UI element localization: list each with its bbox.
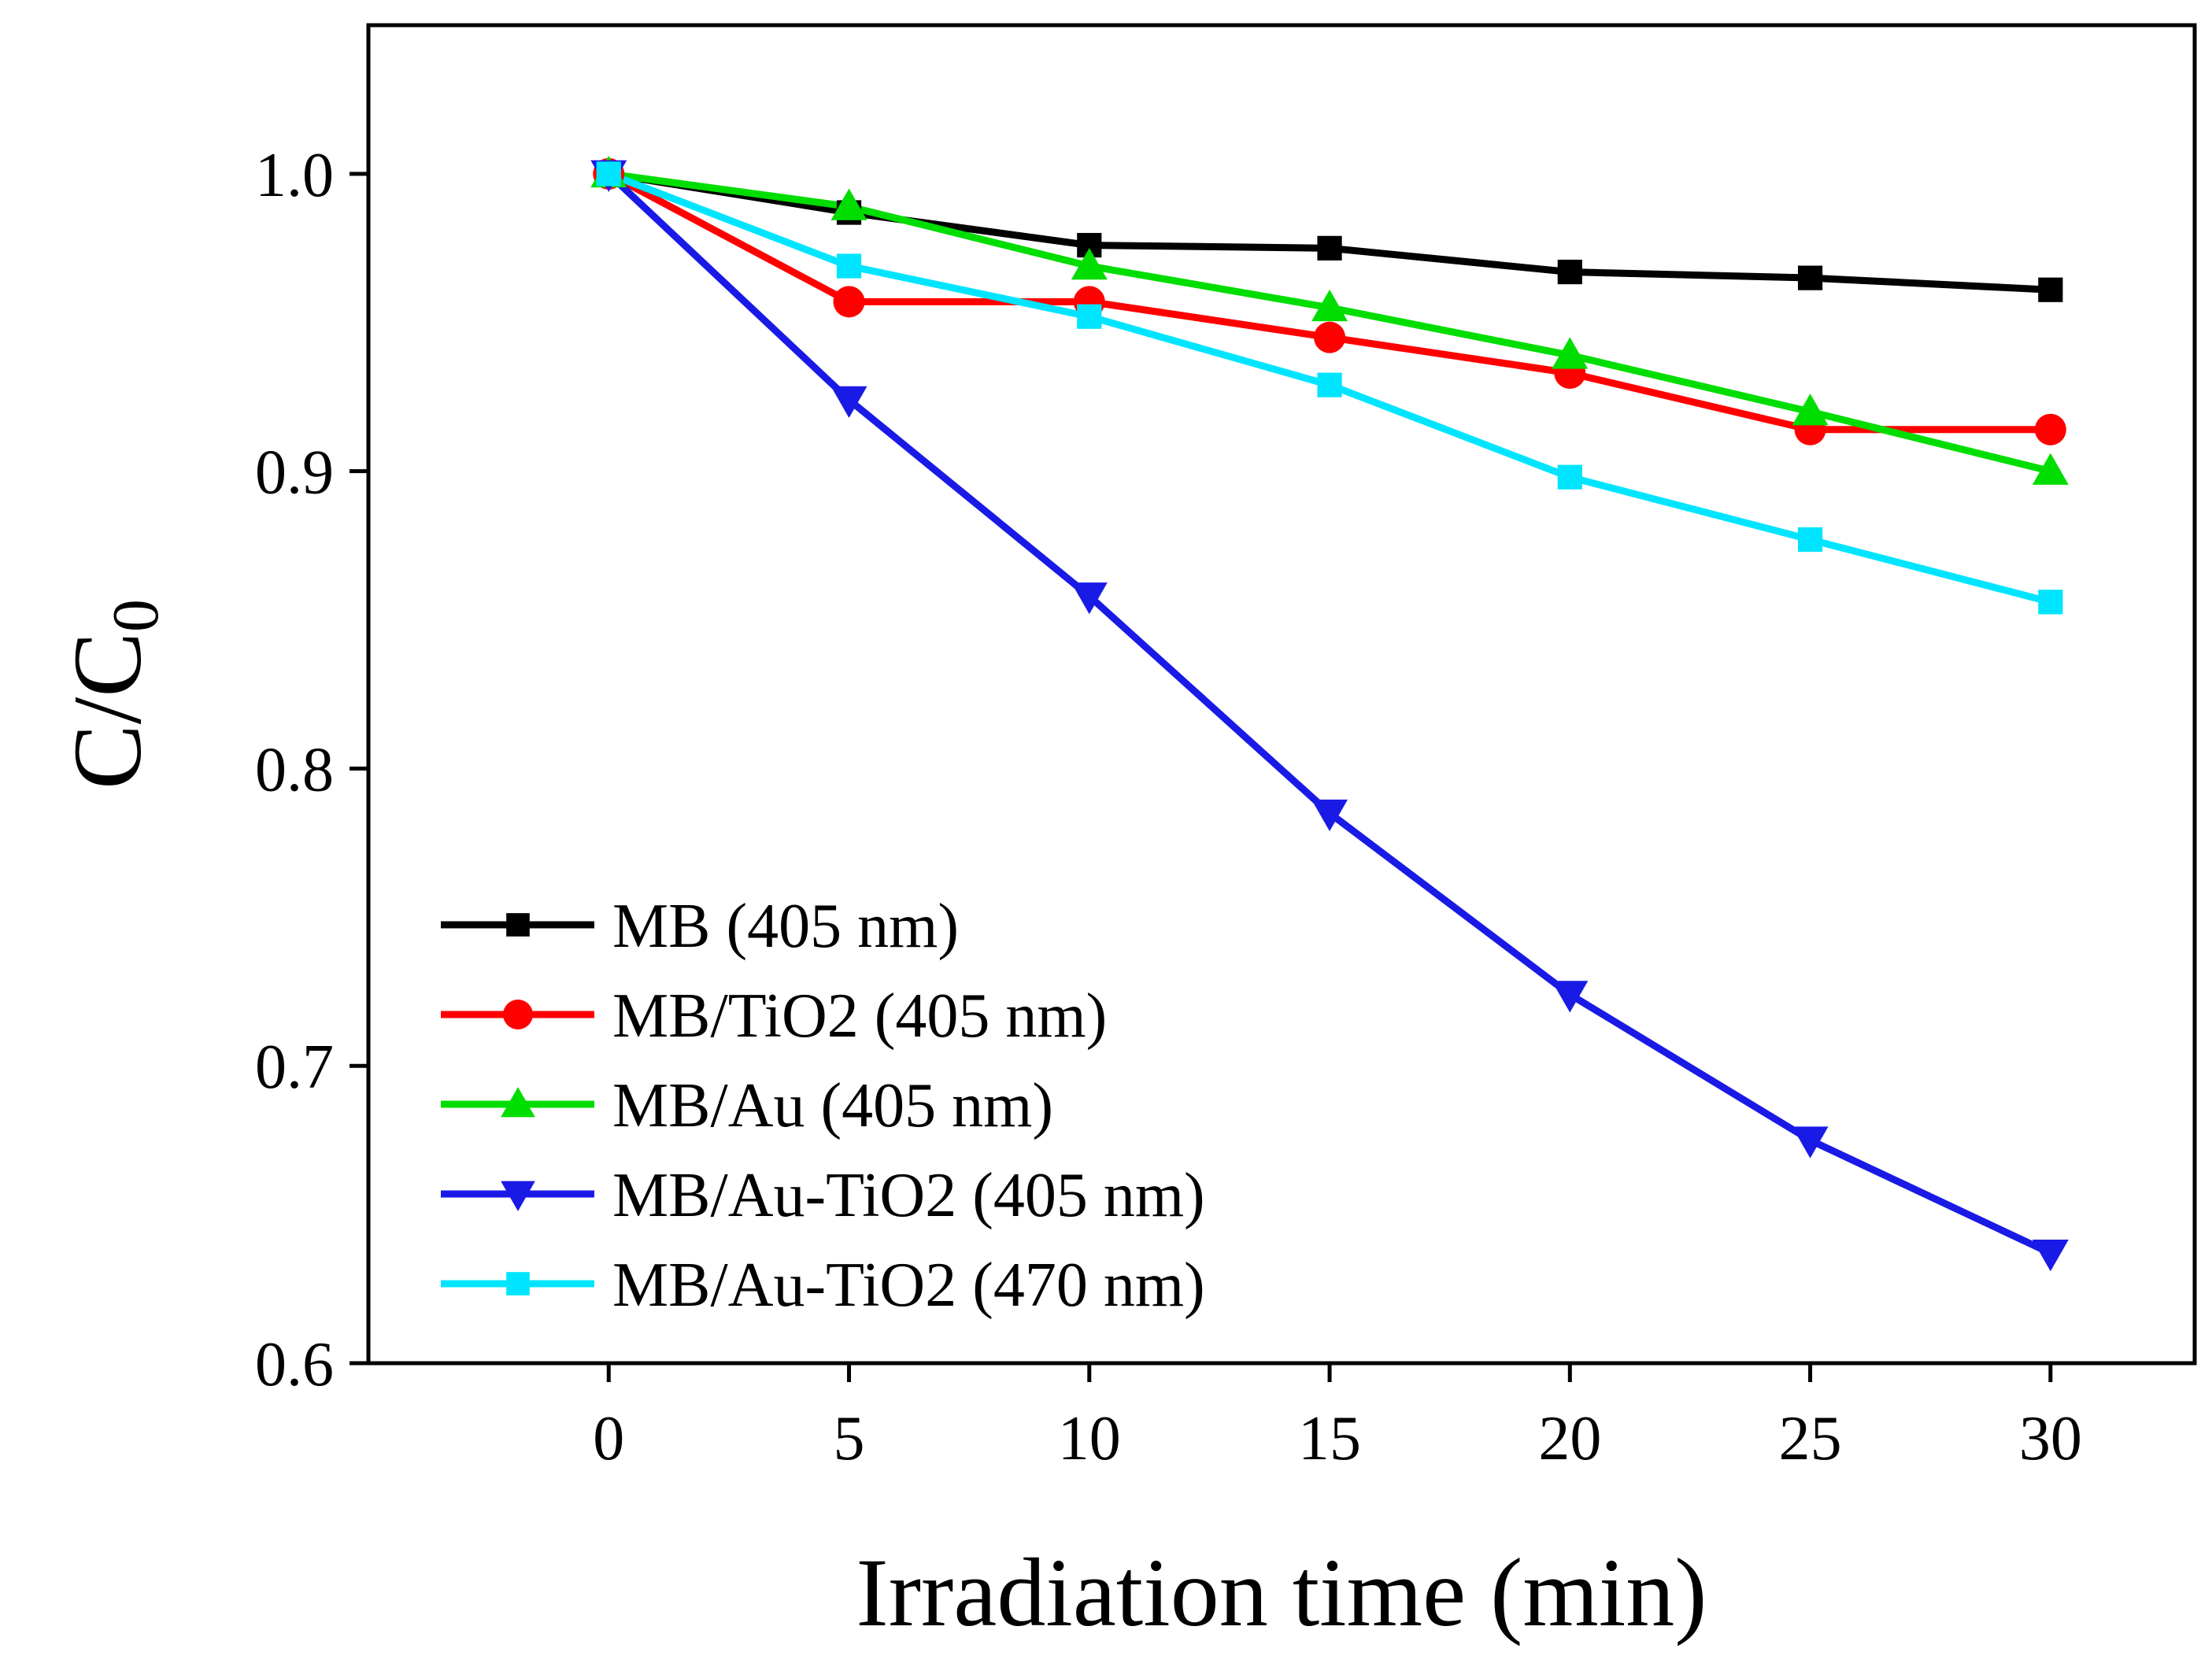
data-point-mb-au-405-nm (2032, 453, 2069, 485)
y-tick-label: 1.0 (255, 141, 334, 210)
data-point-mb-tio2-405-nm (833, 286, 865, 318)
legend-label: MB/Au (405 nm) (612, 1071, 1053, 1140)
x-tick-label: 25 (1779, 1404, 1842, 1473)
y-axis-title: C/C0 (54, 599, 172, 789)
data-point-mb-au-tio2-470-nm (1077, 304, 1102, 329)
data-point-mb-au-405-nm (1792, 394, 1829, 426)
x-tick-label: 10 (1058, 1404, 1121, 1473)
data-point-mb-au-405-nm (1552, 337, 1589, 369)
x-tick-label: 20 (1538, 1404, 1601, 1473)
legend: MB (405 nm) MB/TiO2 (405 nm) MB/Au (405 nm… (441, 892, 1205, 1320)
series-markers (590, 155, 2069, 1272)
y-tick-label: 0.9 (255, 438, 334, 508)
data-point-mb-au-tio2-405-nm (1792, 1126, 1829, 1159)
series-line-mb-405-nm (608, 170, 2051, 294)
data-point-mb-au-405-nm (1071, 248, 1108, 280)
data-point-mb-au-405-nm (830, 188, 867, 220)
data-point-mb-au-tio2-470-nm (836, 253, 862, 279)
data-point-mb-au-tio2-470-nm (2038, 590, 2063, 615)
x-tick-label: 30 (2019, 1404, 2082, 1473)
data-point-mb-au-tio2-470-nm (1317, 372, 1342, 397)
axis-ticks: 0 5 10 15 20 25 30 0.6 0.7 0.8 0.9 1.0 (255, 141, 2082, 1473)
data-point-mb-tio2-405-nm (2034, 413, 2066, 445)
data-point-mb-au-tio2-405-nm (1071, 582, 1108, 615)
x-axis-title: Irradiation time (min) (856, 1539, 1707, 1647)
data-point-mb-405-nm (1557, 259, 1582, 285)
legend-item-mb-au-tio2-470-nm: MB/Au-TiO2 (470 nm) (441, 1251, 1205, 1320)
legend-label: MB/Au-TiO2 (470 nm) (612, 1251, 1205, 1320)
legend-item-mb-au-405-nm: MB/Au (405 nm) (441, 1071, 1053, 1140)
legend-marker (503, 1000, 533, 1029)
data-point-mb-au-405-nm (1311, 289, 1348, 322)
data-point-mb-au-tio2-405-nm (1311, 799, 1348, 832)
legend-label: MB/TiO2 (405 nm) (612, 981, 1107, 1051)
y-tick-label: 0.6 (255, 1330, 334, 1399)
y-axis-title-subscript: 0 (99, 599, 172, 632)
x-tick-label: 15 (1298, 1404, 1361, 1473)
legend-item-mb-tio2-405-nm: MB/TiO2 (405 nm) (441, 981, 1107, 1051)
legend-marker (506, 1272, 530, 1296)
data-point-mb-405-nm (2038, 277, 2063, 302)
data-point-mb-405-nm (1797, 265, 1823, 290)
legend-label: MB/Au-TiO2 (405 nm) (612, 1161, 1205, 1230)
y-tick-label: 0.7 (255, 1033, 334, 1102)
data-point-mb-405-nm (1317, 235, 1342, 261)
legend-marker (501, 1087, 535, 1118)
legend-label: MB (405 nm) (612, 892, 959, 961)
x-tick-label: 0 (593, 1404, 624, 1473)
data-point-mb-au-tio2-470-nm (1797, 527, 1823, 553)
y-tick-label: 0.8 (255, 735, 334, 804)
data-point-mb-au-tio2-405-nm (830, 386, 867, 418)
data-point-mb-au-tio2-470-nm (596, 161, 621, 187)
legend-item-mb-405-nm: MB (405 nm) (441, 892, 959, 961)
data-point-mb-au-tio2-470-nm (1557, 464, 1582, 490)
data-point-mb-tio2-405-nm (1314, 321, 1346, 353)
x-tick-label: 5 (834, 1404, 865, 1473)
data-point-mb-au-tio2-405-nm (2032, 1239, 2069, 1272)
legend-marker (506, 913, 530, 937)
legend-item-mb-au-tio2-405-nm: MB/Au-TiO2 (405 nm) (441, 1161, 1205, 1230)
legend-marker (501, 1181, 535, 1211)
plot-frame (366, 23, 2197, 1366)
y-axis-title-main: C/C (54, 632, 161, 789)
data-point-mb-au-tio2-405-nm (1552, 981, 1589, 1013)
